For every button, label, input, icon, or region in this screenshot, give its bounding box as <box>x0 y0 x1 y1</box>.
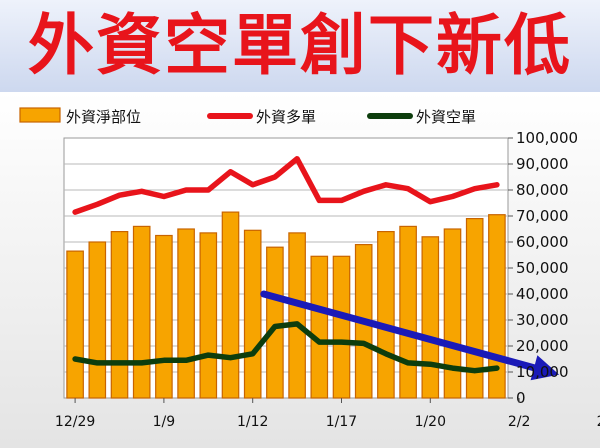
legend-swatch <box>19 107 61 123</box>
title-band <box>0 0 600 92</box>
y-tick-label: 90,000 <box>516 155 569 173</box>
x-tick-label: 12/29 <box>55 414 95 430</box>
y-tick-label: 100,000 <box>516 129 578 147</box>
y-tick-label: 10,000 <box>516 363 569 381</box>
legend-label: 外資淨部位 <box>66 108 141 126</box>
y-tick-label: 80,000 <box>516 181 569 199</box>
bar <box>310 255 329 399</box>
x-tick-label: 2/7 <box>597 414 600 430</box>
x-tick-label: 1/20 <box>415 414 446 430</box>
x-tick-label: 1/9 <box>153 414 176 430</box>
chart: 外資淨部位 外資多單 外資空單 0 10,000 20,000 30,000 40,000 5… <box>19 107 600 430</box>
x-tick-label: 1/12 <box>237 414 268 430</box>
bar <box>266 246 284 399</box>
series-line <box>72 156 500 215</box>
y-tick-label: 30,000 <box>516 311 569 329</box>
y-tick-label: 20,000 <box>516 337 569 355</box>
bar <box>155 234 173 399</box>
trend-annotation <box>260 290 560 381</box>
bar <box>421 236 440 399</box>
bar <box>377 231 395 399</box>
bar <box>177 228 195 399</box>
bar <box>488 214 506 399</box>
series-line <box>72 321 500 374</box>
x-tick-label: 1/17 <box>326 414 357 430</box>
y-tick-label: 70,000 <box>516 207 569 225</box>
y-tick-label: 60,000 <box>516 233 569 251</box>
bar <box>443 228 462 399</box>
x-tick-label: 2/2 <box>508 414 531 430</box>
bar <box>110 231 129 399</box>
y-tick-label: 50,000 <box>516 259 569 277</box>
legend-label: 外資空單 <box>416 108 476 126</box>
bar <box>243 229 262 399</box>
bar <box>199 232 218 399</box>
chart-panel: 外資淨部位 外資多單 外資空單 0 10,000 20,000 30,000 40,000 5… <box>0 92 600 448</box>
bar <box>288 232 306 399</box>
bar <box>221 211 240 399</box>
bar <box>332 255 351 399</box>
headline: 外資空單創下新低 <box>28 7 572 84</box>
axes: 0 10,000 20,000 30,000 40,000 50,000 60,000 70,… <box>55 129 600 430</box>
line-series <box>72 156 500 374</box>
trend-arrow-shaft <box>260 290 538 372</box>
y-tick-label: 40,000 <box>516 285 569 303</box>
legend: 外資淨部位 外資多單 外資空單 <box>19 107 476 126</box>
bar <box>399 225 417 399</box>
legend-label: 外資多單 <box>256 108 316 126</box>
bar <box>66 250 84 399</box>
y-tick-label: 0 <box>516 389 526 407</box>
trend-arrow-head <box>530 355 560 381</box>
gridlines <box>63 137 509 399</box>
bar <box>88 241 107 399</box>
bar <box>132 225 151 399</box>
